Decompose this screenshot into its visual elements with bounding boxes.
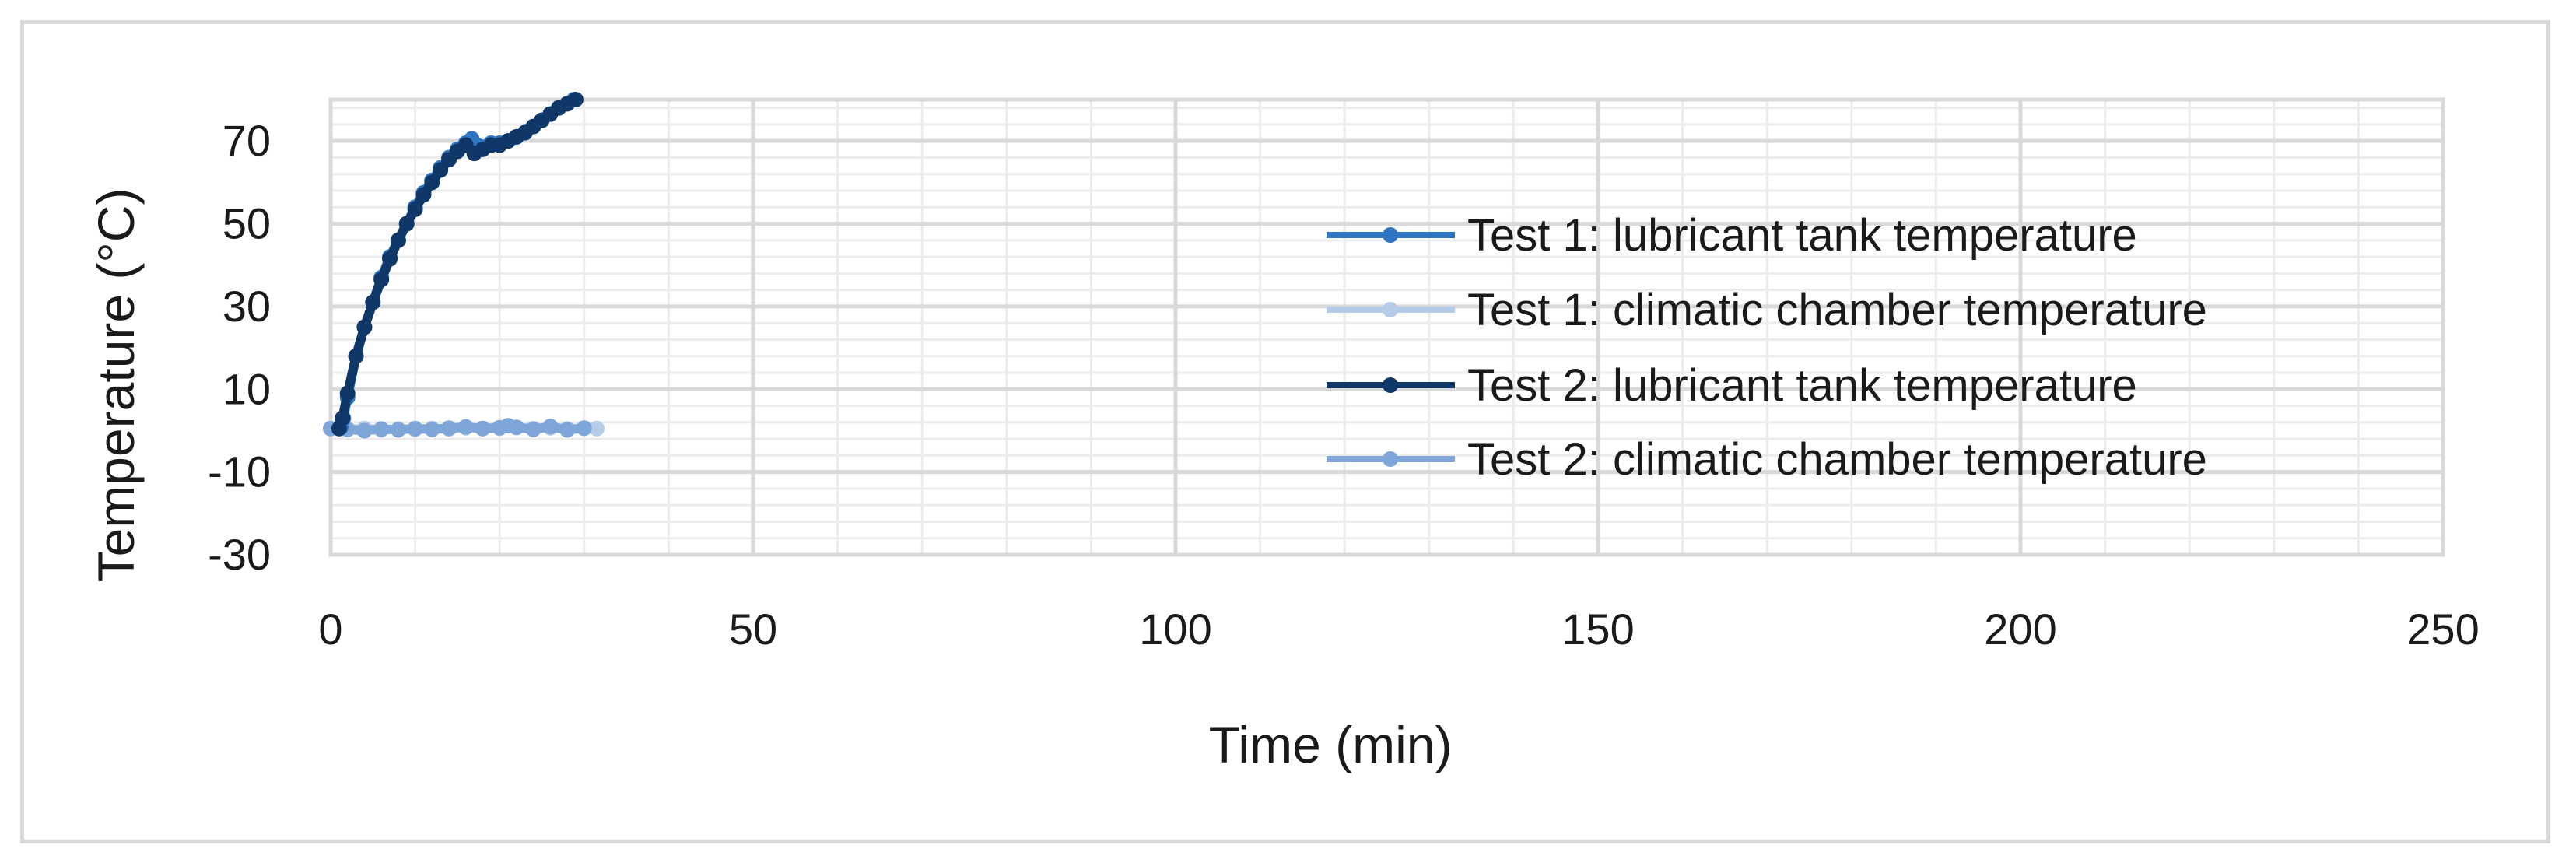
- legend-item-4: Test 2: climatic chamber temperature: [1327, 434, 2207, 485]
- data-point: [373, 421, 390, 437]
- data-point: [335, 410, 351, 426]
- y-tick-label: 30: [223, 282, 271, 331]
- data-point: [542, 419, 559, 435]
- y-tick-label: -10: [208, 447, 271, 496]
- legend-swatch-marker: [1383, 302, 1398, 317]
- y-axis-tick-labels: -30 -10 10 30 50 70: [208, 116, 271, 579]
- legend-swatch-marker: [1383, 377, 1398, 393]
- x-tick-label: 0: [318, 605, 342, 654]
- data-point: [475, 420, 491, 437]
- data-point: [356, 422, 373, 439]
- plot-area-frame: [328, 97, 2445, 557]
- data-point: [508, 419, 524, 436]
- data-point: [559, 422, 576, 438]
- data-point: [567, 92, 584, 107]
- data-point: [390, 422, 406, 438]
- data-point: [348, 348, 364, 364]
- legend-swatch-marker: [1383, 227, 1398, 243]
- legend-label: Test 1: climatic chamber temperature: [1467, 285, 2207, 335]
- legend-item-3: Test 2: lubricant tank temperature: [1327, 360, 2137, 411]
- data-point: [339, 385, 356, 401]
- legend-label: Test 2: climatic chamber temperature: [1467, 434, 2207, 485]
- data-point: [382, 251, 398, 267]
- y-tick-label: 10: [223, 364, 271, 413]
- data-point: [365, 294, 381, 310]
- data-point: [415, 187, 432, 203]
- legend-label: Test 2: lubricant tank temperature: [1467, 360, 2137, 411]
- legend-item-1: Test 1: lubricant tank temperature: [1327, 210, 2137, 261]
- legend-swatch-marker: [1383, 451, 1398, 467]
- x-axis-tick-labels: 0 50 100 150 200 250: [318, 605, 2479, 654]
- y-axis-title: Temperature (°C): [87, 188, 145, 583]
- data-point: [433, 162, 449, 178]
- data-point: [424, 421, 440, 437]
- data-point: [457, 419, 474, 435]
- data-point: [407, 420, 423, 437]
- data-point: [576, 420, 592, 437]
- x-axis-title: Time (min): [1209, 716, 1453, 773]
- y-tick-label: 50: [223, 199, 271, 248]
- data-point: [424, 174, 440, 191]
- plot-area-border: [328, 97, 2445, 557]
- legend: Test 1: lubricant tank temperature Test 1…: [1327, 210, 2207, 485]
- series-3: [331, 92, 584, 437]
- data-point: [373, 272, 390, 288]
- series-1: [333, 92, 582, 436]
- x-tick-label: 50: [729, 605, 777, 654]
- x-tick-label: 150: [1561, 605, 1634, 654]
- legend-label: Test 1: lubricant tank temperature: [1467, 210, 2137, 261]
- data-point: [398, 216, 415, 232]
- data-point: [589, 420, 605, 437]
- x-tick-label: 100: [1139, 605, 1211, 654]
- data-point: [356, 319, 373, 335]
- y-tick-label: -30: [208, 530, 271, 579]
- x-tick-label: 250: [2406, 605, 2479, 654]
- series-layer: [323, 92, 605, 439]
- legend-item-2: Test 1: climatic chamber temperature: [1327, 285, 2207, 335]
- y-tick-label: 70: [223, 116, 271, 165]
- data-point: [407, 201, 423, 217]
- data-point: [525, 421, 541, 437]
- data-point: [390, 232, 406, 248]
- data-point: [441, 420, 457, 437]
- x-tick-label: 200: [1984, 605, 2056, 654]
